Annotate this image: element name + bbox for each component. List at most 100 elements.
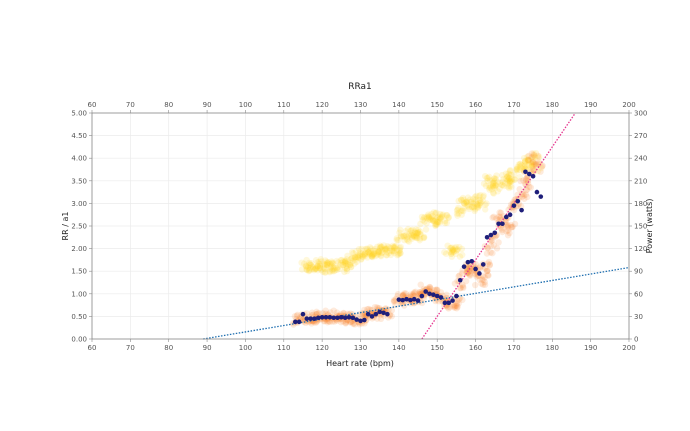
scatter-cloud-point — [524, 156, 532, 163]
scatter-cloud-point — [396, 246, 403, 254]
scatter-cloud-point — [505, 184, 513, 192]
scatter-cloud-point — [514, 167, 521, 174]
scatter-cloud-point — [374, 251, 381, 259]
scatter-cloud-point — [342, 257, 349, 265]
scatter-cloud-point — [431, 287, 438, 294]
scatter-cloud-point — [390, 297, 398, 304]
scatter-cloud-point — [485, 173, 493, 180]
x-top-tick-label: 110 — [277, 101, 290, 109]
scatter-cloud-point — [308, 320, 315, 327]
scatter-cloud-point — [363, 245, 370, 252]
x-tick-label: 190 — [584, 344, 597, 352]
scatter-cloud-point — [477, 199, 485, 206]
y-tick-label: 5.00 — [71, 110, 87, 118]
a1-data-point — [358, 318, 363, 324]
scatter-cloud-point — [382, 246, 389, 254]
x-top-tick-label: 200 — [622, 101, 635, 109]
scatter-cloud-point — [525, 156, 532, 164]
scatter-cloud-point — [499, 181, 506, 189]
scatter-cloud-point — [391, 249, 398, 257]
scatter-cloud-point — [425, 214, 433, 221]
scatter-cloud-point — [391, 244, 399, 251]
scatter-cloud-point — [507, 178, 515, 185]
scatter-cloud-point — [470, 200, 478, 207]
scatter-cloud-point — [527, 160, 535, 167]
x-top-tick-label: 130 — [354, 101, 367, 109]
scatter-cloud-point — [492, 182, 500, 189]
scatter-cloud-point — [432, 216, 440, 223]
scatter-cloud-point — [533, 161, 540, 168]
scatter-cloud-point — [383, 251, 391, 259]
scatter-cloud-point — [432, 222, 439, 230]
scatter-cloud-point — [531, 161, 538, 168]
scatter-cloud-point — [462, 277, 470, 285]
scatter-cloud-point — [322, 307, 329, 314]
scatter-cloud-point — [504, 177, 511, 184]
scatter-cloud-point — [453, 302, 461, 309]
scatter-cloud-point — [521, 195, 528, 202]
scatter-cloud-point — [491, 178, 498, 185]
scatter-cloud-point — [389, 248, 396, 255]
y2-tick-label: 0 — [634, 336, 638, 344]
scatter-cloud-point — [490, 179, 497, 186]
y2-axis-label: Power (watts) — [645, 199, 654, 254]
a1-data-point — [292, 319, 298, 325]
scatter-cloud-point — [361, 250, 369, 258]
scatter-cloud-point — [528, 163, 536, 170]
scatter-cloud-point — [362, 245, 369, 253]
scatter-cloud-point — [432, 220, 439, 227]
scatter-cloud-point — [473, 200, 481, 208]
a1-data-point — [319, 315, 325, 320]
scatter-cloud-point — [417, 220, 424, 228]
y-tick-label: 1.00 — [71, 290, 87, 298]
scatter-cloud-point — [499, 171, 506, 179]
scatter-cloud-point — [394, 251, 401, 259]
scatter-cloud-point — [412, 288, 419, 296]
a1-data-point — [484, 235, 490, 240]
scatter-cloud-point — [464, 269, 471, 277]
scatter-cloud-point — [473, 192, 480, 199]
scatter-cloud-point — [463, 199, 470, 207]
scatter-cloud-point — [458, 245, 466, 253]
a1-data-point — [488, 232, 494, 238]
scatter-cloud-point — [529, 166, 537, 173]
scatter-cloud-point — [492, 182, 499, 189]
scatter-cloud-point — [418, 299, 426, 307]
scatter-cloud-point — [499, 178, 506, 185]
scatter-cloud-point — [422, 226, 430, 233]
scatter-cloud-point — [433, 221, 441, 228]
scatter-cloud-point — [441, 249, 448, 256]
scatter-cloud-point — [432, 286, 440, 293]
scatter-cloud-point — [508, 176, 515, 183]
scatter-cloud-point — [350, 250, 357, 257]
scatter-cloud-point — [536, 160, 543, 168]
scatter-cloud-point — [506, 177, 513, 185]
scatter-cloud-point — [489, 189, 497, 196]
scatter-cloud-point — [487, 242, 495, 249]
scatter-cloud-point — [405, 232, 413, 240]
scatter-cloud-point — [340, 261, 347, 269]
scatter-cloud-point — [348, 318, 355, 326]
a1-data-point — [404, 296, 409, 302]
scatter-cloud-point — [351, 260, 358, 267]
scatter-cloud-point — [346, 319, 354, 326]
scatter-cloud-point — [433, 286, 441, 293]
scatter-cloud-point — [410, 232, 418, 239]
scatter-cloud-point — [377, 253, 385, 260]
scatter-cloud-point — [416, 237, 423, 244]
scatter-cloud-point — [481, 172, 489, 180]
scatter-cloud-point — [521, 158, 529, 166]
scatter-cloud-point — [318, 266, 325, 274]
a1-data-point — [534, 189, 540, 195]
scatter-cloud-point — [316, 262, 324, 270]
scatter-cloud-point — [535, 154, 542, 161]
x-tick-label: 130 — [354, 344, 367, 352]
scatter-cloud-point — [324, 319, 331, 326]
scatter-cloud-point — [515, 202, 522, 210]
scatter-cloud-point — [464, 269, 471, 277]
scatter-cloud-point — [464, 202, 471, 210]
scatter-cloud-point — [482, 182, 490, 190]
scatter-cloud-point — [522, 180, 529, 188]
scatter-cloud-point — [379, 249, 386, 256]
scatter-cloud-point — [311, 266, 319, 273]
